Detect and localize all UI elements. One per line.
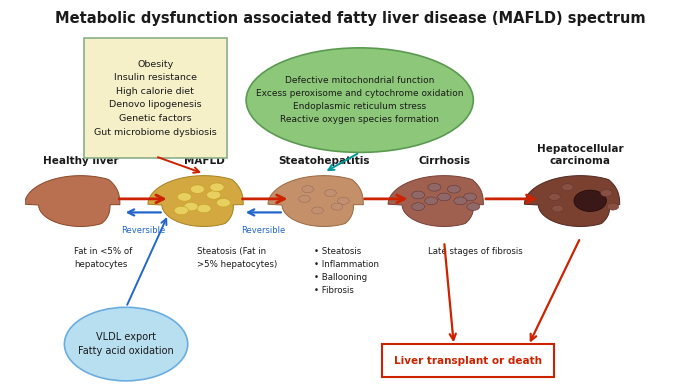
- Text: Defective mitochondrial function
Excess peroxisome and cytochrome oxidation
Endo: Defective mitochondrial function Excess …: [256, 76, 463, 124]
- Ellipse shape: [246, 48, 473, 152]
- Text: Healthy liver: Healthy liver: [43, 156, 118, 166]
- Circle shape: [447, 185, 461, 193]
- Circle shape: [607, 203, 619, 210]
- Polygon shape: [268, 176, 363, 227]
- FancyBboxPatch shape: [382, 344, 554, 377]
- Circle shape: [331, 203, 343, 210]
- Polygon shape: [25, 176, 120, 227]
- Circle shape: [302, 186, 314, 193]
- Text: Fat in <5% of
hepatocytes: Fat in <5% of hepatocytes: [74, 247, 132, 269]
- Polygon shape: [524, 176, 620, 227]
- Circle shape: [552, 205, 564, 212]
- Text: • Steatosis
• Inflammation
• Ballooning
• Fibrosis: • Steatosis • Inflammation • Ballooning …: [314, 247, 379, 295]
- Text: Cirrhosis: Cirrhosis: [418, 156, 470, 166]
- Circle shape: [412, 203, 425, 211]
- Circle shape: [190, 185, 204, 193]
- Circle shape: [206, 191, 220, 199]
- Circle shape: [337, 197, 349, 204]
- Circle shape: [177, 193, 192, 201]
- Circle shape: [325, 190, 337, 197]
- Text: Obesity
Insulin resistance
High calorie diet
Denovo lipogenesis
Genetic factors
: Obesity Insulin resistance High calorie …: [94, 60, 216, 136]
- Ellipse shape: [574, 190, 606, 211]
- Circle shape: [197, 204, 211, 213]
- Circle shape: [216, 199, 230, 207]
- Circle shape: [454, 197, 467, 205]
- Text: Reversible: Reversible: [241, 226, 286, 235]
- Circle shape: [467, 203, 480, 211]
- Circle shape: [601, 190, 612, 197]
- Text: Steatohepatitis: Steatohepatitis: [279, 156, 370, 166]
- Polygon shape: [148, 176, 243, 227]
- Circle shape: [184, 202, 198, 211]
- Circle shape: [438, 193, 451, 201]
- Polygon shape: [388, 176, 484, 227]
- Circle shape: [412, 191, 425, 199]
- Text: Hepatocellular
carcinoma: Hepatocellular carcinoma: [537, 144, 624, 166]
- FancyBboxPatch shape: [84, 38, 227, 158]
- Circle shape: [425, 197, 438, 205]
- Circle shape: [428, 183, 441, 191]
- Text: Metabolic dysfunction associated fatty liver disease (MAFLD) spectrum: Metabolic dysfunction associated fatty l…: [55, 11, 645, 26]
- Text: Liver transplant or death: Liver transplant or death: [395, 356, 542, 365]
- Circle shape: [64, 307, 188, 381]
- Circle shape: [174, 206, 188, 215]
- Circle shape: [299, 195, 310, 202]
- Text: Reversible: Reversible: [122, 226, 166, 235]
- Circle shape: [210, 183, 224, 191]
- Text: Steatosis (Fat in
>5% hepatocytes): Steatosis (Fat in >5% hepatocytes): [197, 247, 278, 269]
- Text: VLDL export
Fatty acid oxidation: VLDL export Fatty acid oxidation: [78, 332, 174, 356]
- Circle shape: [561, 184, 573, 191]
- Text: Late stages of fibrosis: Late stages of fibrosis: [428, 247, 523, 256]
- Circle shape: [312, 207, 323, 214]
- Text: MAFLD: MAFLD: [183, 156, 224, 166]
- Circle shape: [463, 193, 477, 201]
- Circle shape: [549, 193, 560, 200]
